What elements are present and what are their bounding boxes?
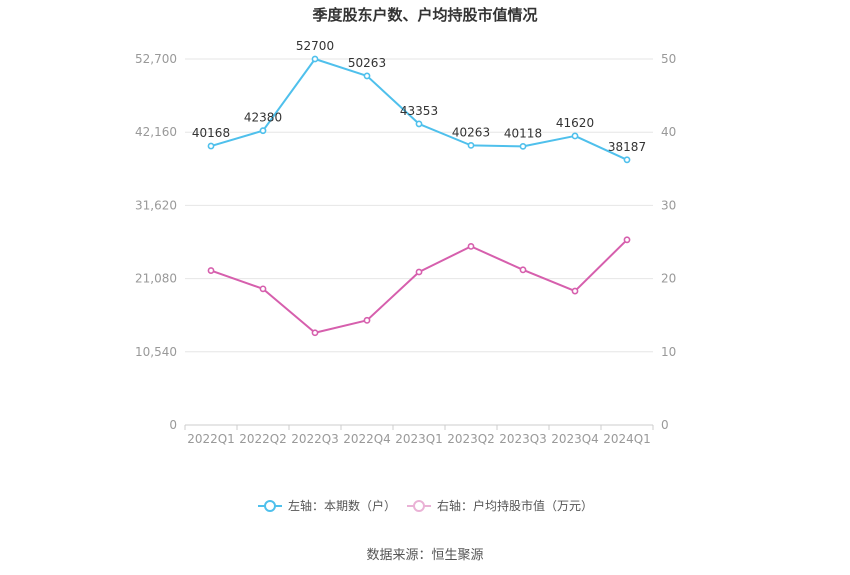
data-point (415, 268, 423, 276)
data-point (467, 242, 475, 250)
data-point (207, 142, 215, 150)
legend: 左轴：本期数（户） 右轴：户均持股市值（万元） (258, 498, 593, 513)
x-tick-label: 2023Q1 (395, 432, 443, 446)
legend-label: 右轴：户均持股市值（万元） (437, 498, 593, 513)
right-tick-label: 10 (661, 345, 676, 359)
left-tick-label: 10,540 (135, 345, 177, 359)
data-label: 40118 (504, 126, 542, 140)
x-tick-label: 2022Q2 (239, 432, 287, 446)
data-label: 38187 (608, 140, 646, 154)
chart-title: 季度股东户数、户均持股市值情况 (312, 6, 537, 24)
x-tick-label: 2022Q3 (291, 432, 339, 446)
series-line-1 (210, 239, 628, 334)
left-tick-label: 21,080 (135, 272, 177, 286)
x-tick-label: 2023Q3 (499, 432, 547, 446)
data-source: 数据来源：恒生聚源 (366, 548, 483, 563)
data-point (259, 285, 267, 293)
right-tick-label: 30 (661, 198, 676, 212)
axes: 0 10,540 21,080 31,620 42,160 52,700 0 10 20 30 40… (135, 52, 676, 446)
data-label: 40263 (452, 125, 490, 139)
data-point (519, 266, 527, 274)
legend-swatch-marker (264, 500, 276, 512)
data-point (311, 329, 319, 337)
data-point (363, 316, 371, 324)
data-labels: 40168 42380 52700 50263 43353 40263 40118 41620… (192, 39, 646, 154)
data-point (415, 120, 423, 128)
data-point (571, 287, 579, 295)
data-label: 42380 (244, 111, 282, 125)
right-tick-label: 50 (661, 52, 676, 66)
data-point (363, 72, 371, 80)
data-label: 40168 (192, 126, 230, 140)
data-point (259, 127, 267, 135)
data-label: 52700 (296, 39, 334, 53)
data-label: 41620 (556, 116, 594, 130)
left-tick-label: 42,160 (135, 125, 177, 139)
data-point (571, 132, 579, 140)
right-tick-label: 0 (661, 418, 669, 432)
right-tick-label: 20 (661, 272, 676, 286)
x-tick-label: 2023Q2 (447, 432, 495, 446)
legend-label: 左轴：本期数（户） (288, 498, 396, 513)
data-point (623, 236, 631, 244)
data-point (467, 141, 475, 149)
data-point (623, 156, 631, 164)
data-point (207, 267, 215, 274)
data-label: 50263 (348, 56, 386, 70)
data-label: 43353 (400, 104, 438, 118)
left-tick-label: 52,700 (135, 52, 177, 66)
right-tick-label: 40 (661, 125, 676, 139)
x-tick-label: 2024Q1 (603, 432, 651, 446)
x-tick-label: 2022Q4 (343, 432, 391, 446)
legend-swatch-marker (413, 500, 425, 512)
left-tick-label: 0 (169, 418, 177, 432)
grid (185, 58, 653, 353)
x-tick-label: 2022Q1 (187, 432, 235, 446)
data-point (519, 142, 527, 150)
left-tick-label: 31,620 (135, 198, 177, 212)
data-point (311, 55, 319, 63)
series-layer (207, 55, 631, 337)
x-tick-label: 2023Q4 (551, 432, 599, 446)
